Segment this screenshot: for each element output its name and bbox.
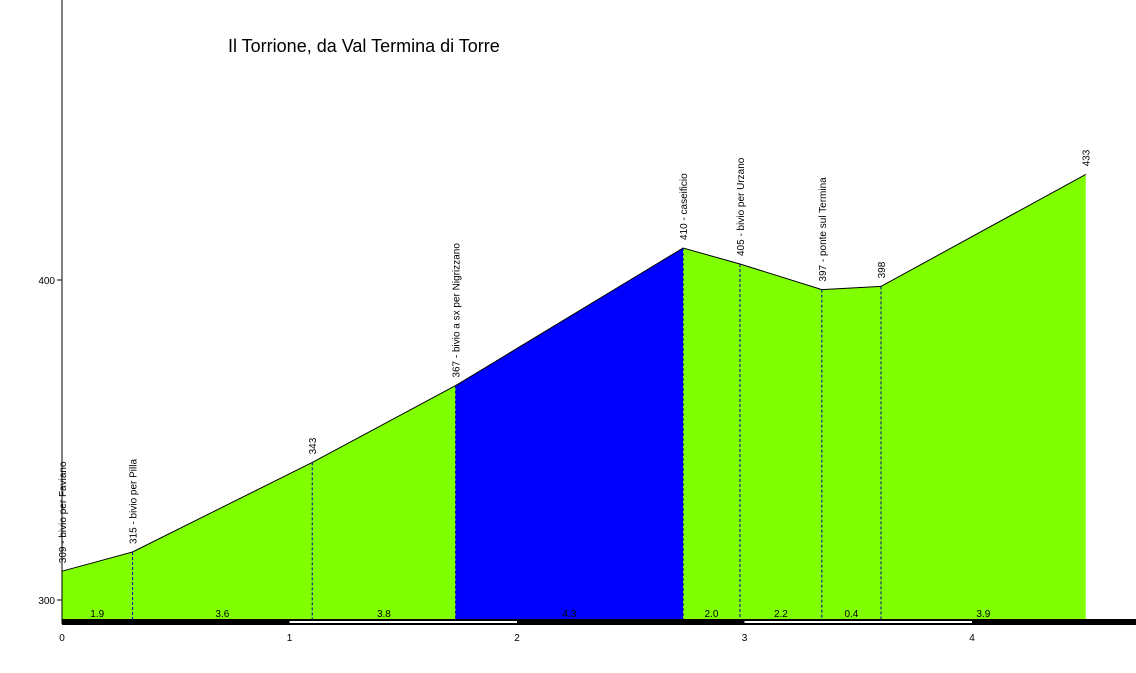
waypoint-lines — [132, 248, 882, 620]
x-tick-label: 4 — [969, 633, 975, 644]
profile-segment — [455, 248, 684, 620]
x-axis-scale-bar — [62, 619, 1136, 625]
y-tick-label: 400 — [38, 276, 55, 287]
gradient-label: 2.2 — [774, 609, 788, 620]
waypoint-label: 397 - ponte sul Termina — [818, 177, 829, 282]
profile-segment — [683, 248, 740, 620]
gradient-label: 4.3 — [562, 609, 576, 620]
profile-segment — [821, 286, 881, 620]
chart-title: Il Torrione, da Val Termina di Torre — [228, 36, 500, 56]
profile-segments — [61, 173, 1086, 620]
x-tick-label: 3 — [742, 633, 748, 644]
profile-segment — [881, 174, 1086, 620]
gradient-label: 3.9 — [976, 609, 990, 620]
profile-segment — [62, 552, 133, 620]
waypoint-label: 405 - bivio per Urzano — [736, 157, 747, 256]
waypoint-label: 309 - bivio per Faviano — [58, 461, 69, 563]
waypoint-label: 433 — [1082, 149, 1093, 166]
scale-bar-background — [62, 619, 1136, 625]
waypoint-labels: 309 - bivio per Faviano 315 - bivio per P… — [58, 149, 1093, 563]
x-tick-label: 2 — [514, 633, 520, 644]
waypoint-label: 410 - caseificio — [679, 173, 690, 240]
gradient-label: 3.8 — [377, 609, 391, 620]
y-tick-label: 300 — [38, 596, 55, 607]
x-tick-label: 0 — [59, 633, 65, 644]
profile-segment — [739, 264, 822, 620]
gradient-labels: 1.9 3.6 3.8 4.3 2.0 2.2 0.4 3.9 — [90, 609, 990, 620]
profile-segment — [132, 462, 313, 620]
profile-segment — [312, 385, 456, 620]
gradient-label: 0.4 — [844, 609, 858, 620]
waypoint-label: 315 - bivio per Pilla — [129, 459, 140, 544]
gradient-label: 3.6 — [215, 609, 229, 620]
x-axis-ticks: 0 1 2 3 4 — [59, 633, 975, 644]
scale-bar-segment — [289, 621, 517, 623]
y-axis-ticks: 300 400 — [38, 276, 62, 607]
scale-bar-segment — [744, 621, 972, 623]
waypoint-label: 343 — [308, 437, 319, 454]
waypoint-label: 398 — [877, 261, 888, 278]
x-tick-label: 1 — [287, 633, 293, 644]
gradient-label: 1.9 — [90, 609, 104, 620]
waypoint-label: 367 - bivio a sx per Nigrizzano — [452, 243, 463, 378]
gradient-label: 2.0 — [705, 609, 719, 620]
